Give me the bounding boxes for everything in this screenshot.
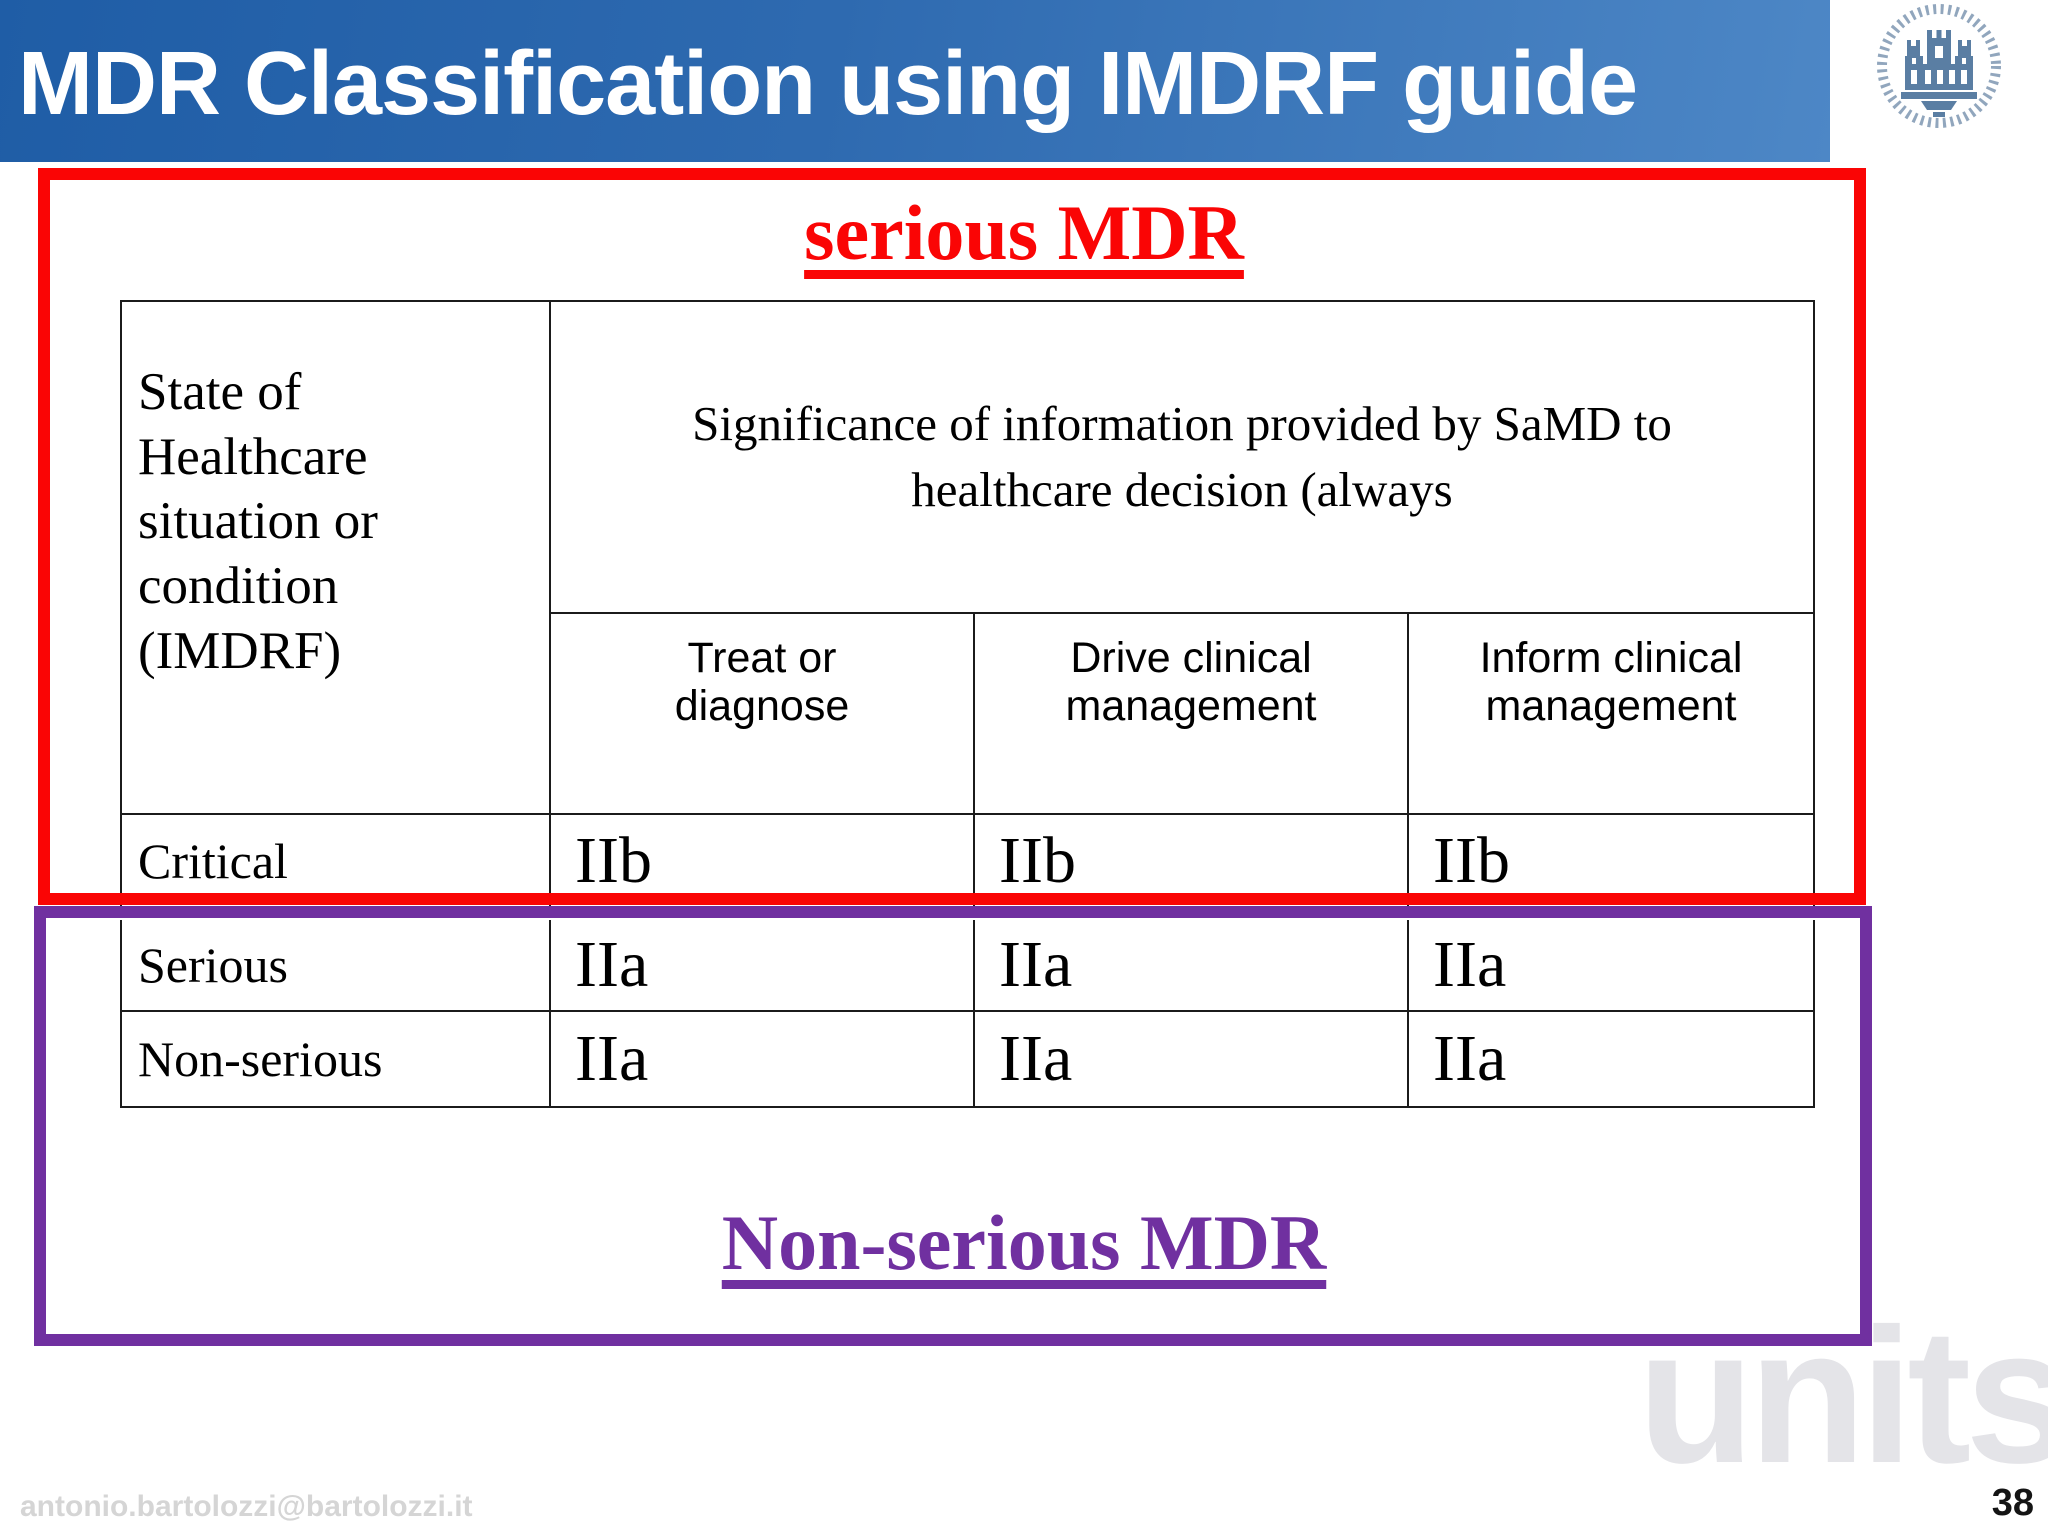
cell-serious-treat: IIa — [549, 920, 973, 1010]
footer-email: antonio.bartolozzi@bartolozzi.it — [20, 1490, 473, 1523]
units-watermark: units — [1637, 1288, 2048, 1503]
serious-mdr-box — [38, 168, 1866, 905]
cell-critical-inform: IIb — [1407, 813, 1815, 906]
table-corner-header: State of Healthcare situation or conditi… — [120, 300, 549, 813]
cell-serious-drive: IIa — [973, 920, 1407, 1010]
column-header-treat-or-diagnose: Treat or diagnose — [549, 612, 973, 813]
row-label-critical: Critical — [120, 813, 549, 906]
nonserious-mdr-box — [34, 906, 1872, 1346]
row-label-nonserious: Non-serious — [120, 1010, 549, 1108]
cell-nonserious-drive: IIa — [973, 1010, 1407, 1108]
page-title: MDR Classification using IMDRF guide — [18, 34, 1638, 134]
logo-area — [1830, 0, 2048, 170]
column-header-inform-clinical-management: Inform clinical management — [1407, 612, 1815, 813]
cell-critical-drive: IIb — [973, 813, 1407, 906]
column-header-drive-clinical-management: Drive clinical management — [973, 612, 1407, 813]
row-label-serious: Serious — [120, 920, 549, 1010]
page-number: 38 — [1991, 1482, 2034, 1524]
header-bar: MDR Classification using IMDRF guide — [0, 0, 1830, 162]
cell-nonserious-treat: IIa — [549, 1010, 973, 1108]
classification-table: State of Healthcare situation or conditi… — [120, 300, 1815, 1108]
table-span-header: Significance of information provided by … — [549, 300, 1815, 612]
cell-serious-inform: IIa — [1407, 920, 1815, 1010]
university-seal-logo — [1851, 0, 2027, 169]
cell-critical-treat: IIb — [549, 813, 973, 906]
serious-mdr-label: serious MDR — [804, 189, 1244, 276]
cell-nonserious-inform: IIa — [1407, 1010, 1815, 1108]
nonserious-mdr-label: Non-serious MDR — [721, 1199, 1327, 1286]
